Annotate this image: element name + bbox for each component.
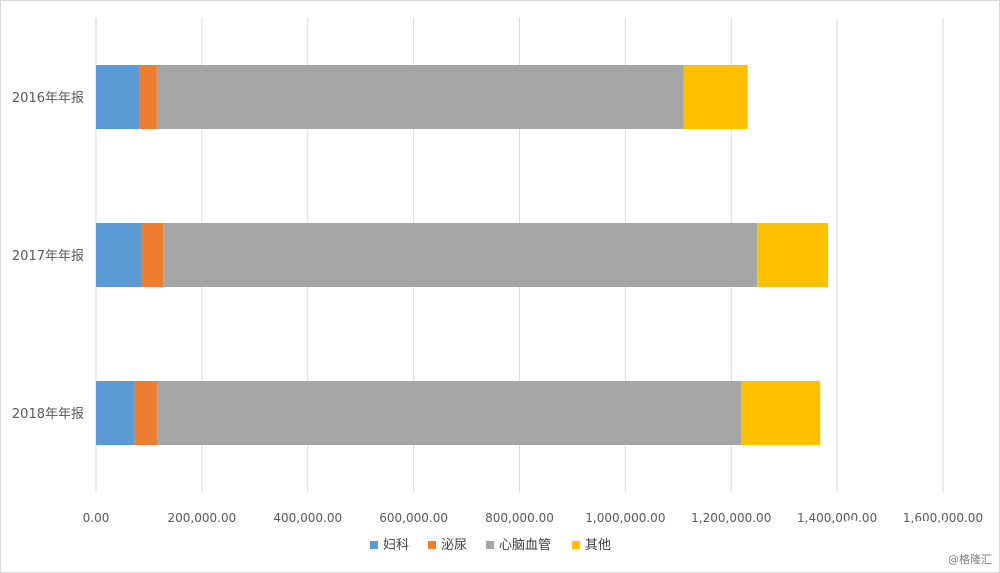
bar-segment [96, 65, 140, 129]
legend-swatch [572, 541, 580, 549]
bar-segment [139, 65, 157, 129]
bar-segment [163, 223, 758, 287]
legend-swatch [428, 541, 436, 549]
legend-label: 泌尿 [441, 538, 467, 553]
bar-segment [156, 65, 684, 129]
x-tick-label: 400,000.00 [273, 511, 342, 525]
bars [96, 65, 829, 445]
bar-segment [683, 65, 748, 129]
legend-swatch [486, 541, 494, 549]
legend-label: 心脑血管 [499, 538, 551, 553]
bar-segment [757, 223, 829, 287]
watermark: 诗与星空 @格隆汇 [840, 518, 992, 566]
legend-label: 其他 [585, 538, 611, 553]
wechat-icon [840, 520, 871, 544]
x-tick-label: 0.00 [83, 511, 110, 525]
bar-segment [96, 381, 135, 445]
watermark-text: 诗与星空 [874, 518, 954, 542]
x-tick-label: 600,000.00 [379, 511, 448, 525]
bar-segment [96, 223, 142, 287]
legend-label: 妇科 [383, 537, 409, 553]
category-label: 2017年年报 [12, 249, 84, 264]
x-tick-label: 1,200,000.00 [691, 511, 771, 525]
bar-segment [741, 381, 821, 445]
y-axis: 2016年年报 2017年年报 2018年年报 [12, 91, 84, 422]
x-tick-label: 200,000.00 [168, 511, 237, 525]
category-label: 2018年年报 [12, 407, 84, 422]
bar-segment [157, 381, 742, 445]
legend: 妇科 泌尿 心脑血管 其他 [370, 537, 611, 553]
bar-segment [141, 223, 164, 287]
x-tick-label: 1,000,000.00 [585, 511, 665, 525]
bar-segment [134, 381, 158, 445]
watermark-source: @格隆汇 [948, 552, 992, 566]
category-label: 2016年年报 [12, 91, 84, 106]
legend-swatch [370, 541, 378, 549]
x-axis: 0.00 200,000.00 400,000.00 600,000.00 800,00… [83, 511, 983, 525]
x-tick-label: 1,400,000.00 [797, 511, 877, 525]
x-tick-label: 1,600,000.00 [903, 511, 983, 525]
x-tick-label: 800,000.00 [485, 511, 554, 525]
